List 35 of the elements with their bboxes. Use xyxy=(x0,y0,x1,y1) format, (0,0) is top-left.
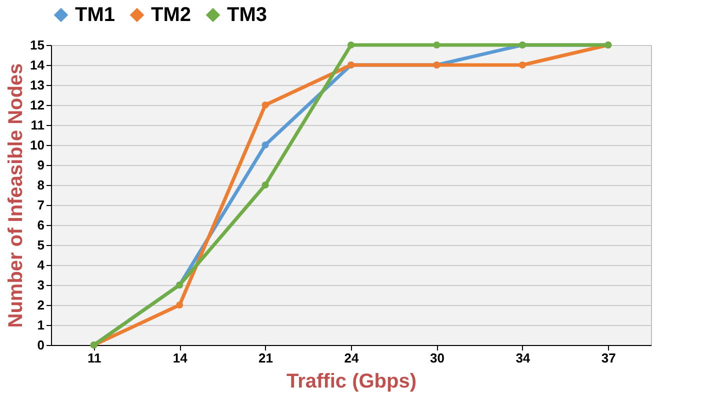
point xyxy=(347,41,355,49)
x-tick-label: 21 xyxy=(258,350,274,366)
y-tick-label: 2 xyxy=(37,298,44,312)
legend-label: TM3 xyxy=(227,4,267,26)
y-tick-label: 8 xyxy=(37,178,44,192)
x-tick-label: 30 xyxy=(430,350,444,366)
point xyxy=(433,41,440,49)
x-axis-title: Traffic (Gbps) xyxy=(286,370,417,392)
y-tick-label: 14 xyxy=(30,58,46,72)
point xyxy=(262,181,269,189)
y-tick-label: 15 xyxy=(30,38,44,52)
y-tick-label: 12 xyxy=(30,98,44,112)
point xyxy=(262,101,269,109)
x-tick-label: 37 xyxy=(601,350,616,366)
point xyxy=(262,141,269,149)
y-tick-label: 4 xyxy=(37,258,46,272)
y-tick-label: 7 xyxy=(37,198,44,212)
y-tick-label: 13 xyxy=(30,78,44,92)
legend-label: TM2 xyxy=(151,4,191,26)
y-tick-label: 11 xyxy=(30,118,44,132)
legend-label: TM1 xyxy=(75,4,115,26)
x-tick-label: 34 xyxy=(516,350,531,366)
y-tick-label: 6 xyxy=(37,218,44,232)
y-axis-title: Number of Infeasible Nodes xyxy=(5,63,28,328)
y-tick-label: 10 xyxy=(30,138,44,152)
y-tick-label: 0 xyxy=(37,338,44,352)
y-tick-label: 1 xyxy=(37,318,44,332)
x-tick-label: 14 xyxy=(172,350,188,366)
y-tick-label: 3 xyxy=(37,278,44,292)
x-tick-label: 11 xyxy=(87,350,102,366)
x-tick-label: 24 xyxy=(344,350,360,366)
point xyxy=(518,61,526,69)
point xyxy=(176,301,184,309)
y-tick-label: 5 xyxy=(37,238,44,252)
y-tick-label: 9 xyxy=(37,158,44,172)
